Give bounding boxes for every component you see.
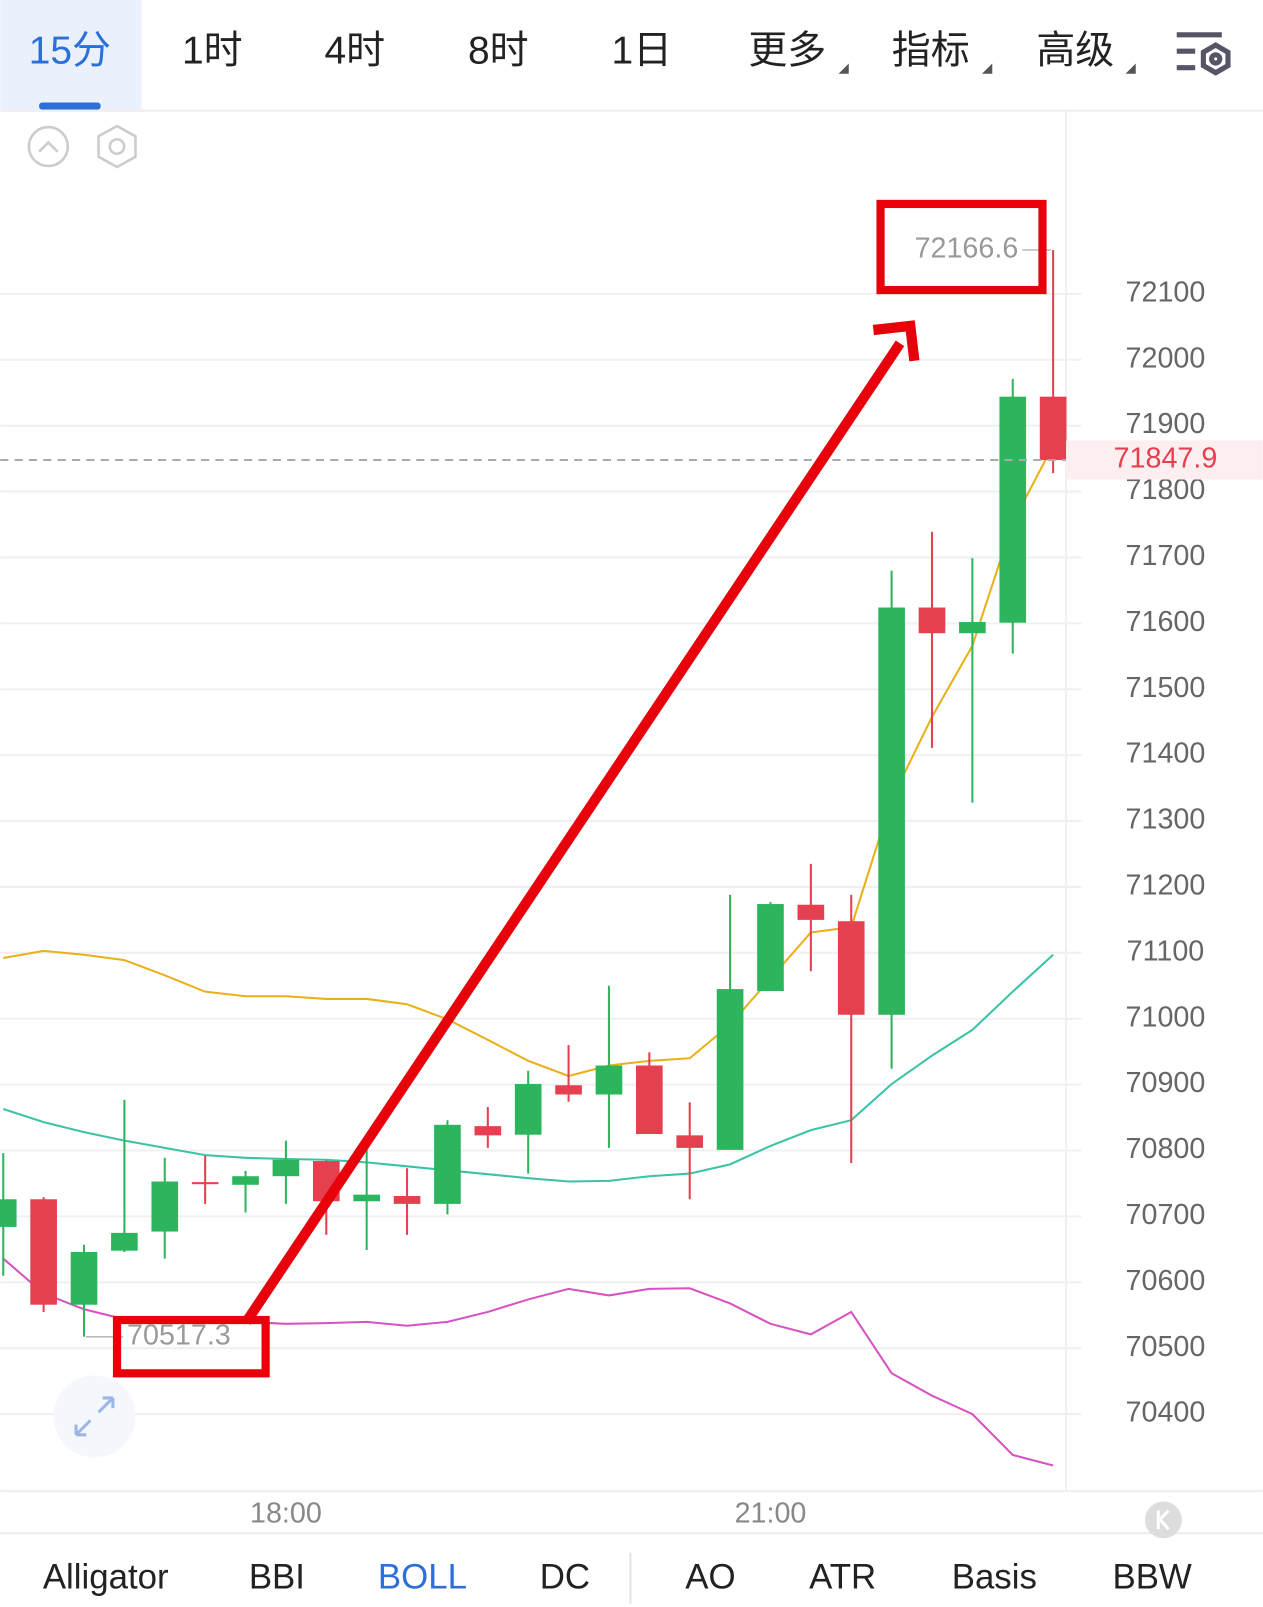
candle-body xyxy=(151,1181,179,1232)
candle-body xyxy=(999,396,1027,623)
settings-hex-dot xyxy=(108,138,126,156)
y-tick-label: 71400 xyxy=(1126,738,1206,770)
tab[interactable]: 15分 xyxy=(29,30,111,73)
candle-body xyxy=(111,1232,138,1251)
candle-body xyxy=(191,1182,219,1185)
candle-body xyxy=(757,904,784,992)
highlight-box xyxy=(112,1315,270,1378)
indicator-tab[interactable]: Alligator xyxy=(43,1558,169,1597)
arrow-shaft xyxy=(241,340,905,1325)
y-tick-label: 71500 xyxy=(1126,672,1206,704)
tab[interactable]: 高级 xyxy=(1036,30,1114,73)
x-tick-label: 18:00 xyxy=(250,1497,322,1529)
selected-tab-bg xyxy=(0,0,142,110)
y-tick-label: 72100 xyxy=(1126,276,1206,308)
y-tick-label: 71000 xyxy=(1126,1001,1206,1033)
highlight-box xyxy=(876,199,1047,295)
indicator-tab[interactable]: Basis xyxy=(952,1558,1037,1597)
y-tick-label: 70900 xyxy=(1126,1067,1206,1099)
settings-hex[interactable] xyxy=(97,124,137,169)
dropdown-carets xyxy=(838,63,1136,74)
indicator-tab[interactable]: BBW xyxy=(1112,1558,1191,1597)
candle-body xyxy=(959,622,986,634)
candle-body xyxy=(1039,396,1067,460)
k-icon xyxy=(1156,1509,1170,1531)
candle-body xyxy=(0,1199,17,1227)
y-tick-label: 71600 xyxy=(1126,606,1206,638)
candle-body xyxy=(232,1176,259,1185)
y-tick-label: 70500 xyxy=(1126,1331,1206,1363)
settings-icon[interactable] xyxy=(1176,32,1231,76)
y-tick-label: 71700 xyxy=(1126,540,1206,572)
indicator-tab[interactable]: DC xyxy=(540,1558,590,1597)
candle-body xyxy=(393,1195,421,1204)
candle-body xyxy=(918,607,946,634)
candle-body xyxy=(70,1251,98,1305)
y-tick-label: 70600 xyxy=(1126,1265,1206,1297)
tab-indicator xyxy=(39,102,101,110)
candle-body xyxy=(514,1083,542,1135)
tab[interactable]: 指标 xyxy=(892,30,970,73)
candle-body xyxy=(797,904,825,920)
candle-body xyxy=(30,1199,57,1305)
k-button[interactable] xyxy=(1144,1501,1182,1539)
annotations xyxy=(112,199,1047,1378)
y-tick-label: 71900 xyxy=(1126,408,1206,440)
y-tick-label: 72000 xyxy=(1126,342,1206,374)
indicator-tab[interactable]: ATR xyxy=(809,1558,876,1597)
expand-button[interactable] xyxy=(53,1375,136,1458)
y-tick-label: 70800 xyxy=(1126,1133,1206,1165)
candle-body xyxy=(636,1065,663,1135)
candle-body xyxy=(434,1124,461,1204)
collapse-icon[interactable] xyxy=(27,125,70,168)
arrow-head xyxy=(872,320,920,362)
max-label: 72166.6 xyxy=(915,233,1019,265)
candle-body xyxy=(878,607,905,1015)
y-tick-label: 71200 xyxy=(1126,870,1206,902)
candle-body xyxy=(353,1194,380,1202)
y-tick-label: 71800 xyxy=(1126,474,1206,506)
tab[interactable]: 4时 xyxy=(324,30,385,73)
candle-body xyxy=(474,1126,502,1136)
candle-body xyxy=(272,1159,300,1177)
candle-body xyxy=(595,1065,623,1095)
indicator-tab[interactable]: AO xyxy=(685,1558,735,1597)
band-line xyxy=(2,954,1054,1183)
collapse-chevron xyxy=(38,140,59,153)
tab[interactable]: 更多 xyxy=(748,30,826,73)
band-line xyxy=(3,444,1055,1078)
y-tick-label: 71300 xyxy=(1126,804,1206,836)
tab[interactable]: 1日 xyxy=(611,30,672,73)
candle-body xyxy=(676,1135,704,1148)
plot: 70400 70500 70600 70700 70800 70900 71000 71100… xyxy=(0,233,1263,1529)
expand-icon xyxy=(74,1396,115,1437)
candle-body xyxy=(555,1085,582,1095)
y-tick-label: 70400 xyxy=(1126,1397,1206,1429)
last-price-bg xyxy=(1066,440,1263,480)
y-tick-label: 70700 xyxy=(1126,1199,1206,1231)
x-tick-label: 21:00 xyxy=(735,1497,807,1529)
indicator-tab[interactable]: BBI xyxy=(249,1558,305,1597)
last-price-label: 71847.9 xyxy=(1114,443,1218,475)
tab[interactable]: 8时 xyxy=(468,30,529,73)
candle-body xyxy=(837,921,865,1015)
tab[interactable]: 1时 xyxy=(182,30,243,73)
min-label: 70517.3 xyxy=(127,1319,231,1351)
indicator-tab[interactable]: BOLL xyxy=(378,1558,467,1597)
y-tick-label: 71100 xyxy=(1127,935,1205,967)
candle-body xyxy=(716,989,744,1150)
